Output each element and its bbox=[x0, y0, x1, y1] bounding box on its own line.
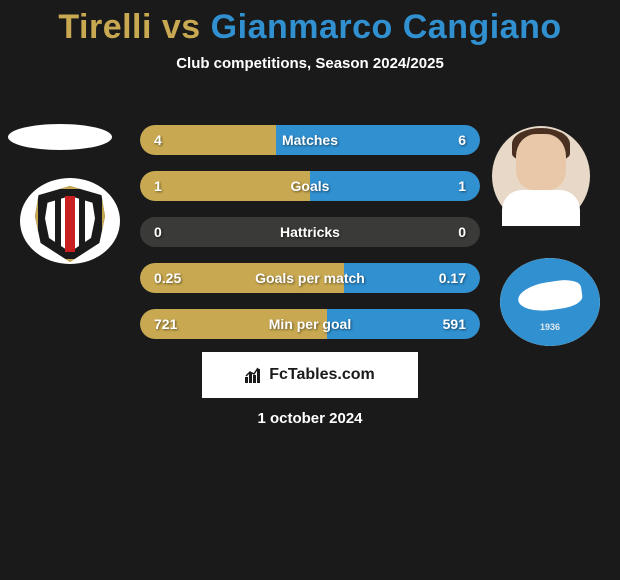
stat-label: Min per goal bbox=[140, 316, 480, 332]
stat-row: 46Matches bbox=[140, 125, 480, 155]
stat-row: 00Hattricks bbox=[140, 217, 480, 247]
watermark: FcTables.com bbox=[202, 352, 418, 398]
face-icon bbox=[492, 126, 590, 226]
page-title: Tirelli vs Gianmarco Cangiano bbox=[0, 0, 620, 47]
stat-row: 11Goals bbox=[140, 171, 480, 201]
stats-table: 46Matches 11Goals 00Hattricks 0.250.17Goals… bbox=[140, 125, 480, 355]
subtitle: Club competitions, Season 2024/2025 bbox=[0, 55, 620, 72]
stat-label: Goals bbox=[140, 178, 480, 194]
player2-avatar bbox=[492, 126, 590, 226]
stat-row: 0.250.17Goals per match bbox=[140, 263, 480, 293]
player2-club-crest: 1936 bbox=[500, 258, 600, 346]
stat-label: Hattricks bbox=[140, 224, 480, 240]
player1-avatar-placeholder bbox=[8, 124, 112, 150]
stat-row: 721591Min per goal bbox=[140, 309, 480, 339]
player1-club-crest bbox=[20, 178, 120, 264]
stat-label: Matches bbox=[140, 132, 480, 148]
player1-name: Tirelli bbox=[58, 8, 152, 46]
watermark-text: FcTables.com bbox=[269, 366, 375, 384]
shield-icon bbox=[35, 186, 105, 256]
date: 1 october 2024 bbox=[0, 410, 620, 427]
player2-name: Gianmarco Cangiano bbox=[211, 8, 562, 46]
chart-icon bbox=[245, 367, 263, 383]
vs-word: vs bbox=[152, 8, 211, 46]
club-year: 1936 bbox=[500, 322, 600, 332]
stat-label: Goals per match bbox=[140, 270, 480, 286]
